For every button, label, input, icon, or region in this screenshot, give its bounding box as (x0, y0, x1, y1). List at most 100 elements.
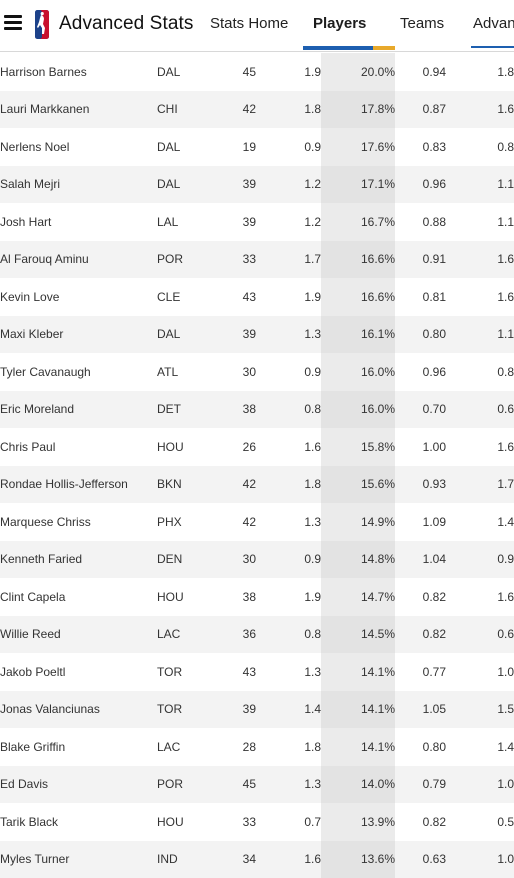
stat-cell: 39 (220, 203, 256, 241)
player-name-link[interactable]: Myles Turner (0, 841, 157, 878)
sorted-stat-cell: 20.0% (321, 53, 395, 91)
nba-logo-icon[interactable] (35, 10, 49, 39)
player-name-link[interactable]: Rondae Hollis-Jefferson (0, 466, 157, 504)
stat-cell: 42 (220, 503, 256, 541)
team-abbr-link[interactable]: IND (157, 841, 220, 878)
stat-cell: 39 (220, 166, 256, 204)
stat-cell: 1.8 (256, 91, 321, 129)
stat-cell: 0.8 (256, 616, 321, 654)
stat-cell: 0.82 (395, 578, 446, 616)
team-abbr-link[interactable]: DET (157, 391, 220, 429)
stat-cell: 0.9 (256, 128, 321, 166)
stat-cell: 1.2 (256, 203, 321, 241)
tab-stats-home[interactable]: Stats Home (210, 15, 288, 32)
stat-cell: 1.04 (395, 541, 446, 579)
player-name-link[interactable]: Tyler Cavanaugh (0, 353, 157, 391)
stat-cell: 0.6 (446, 391, 514, 429)
team-abbr-link[interactable]: TOR (157, 691, 220, 729)
team-abbr-link[interactable]: POR (157, 241, 220, 279)
player-name-link[interactable]: Tarik Black (0, 803, 157, 841)
stat-cell: 1.1 (446, 166, 514, 204)
player-name-link[interactable]: Jonas Valanciunas (0, 691, 157, 729)
team-abbr-link[interactable]: HOU (157, 578, 220, 616)
team-abbr-link[interactable]: TOR (157, 653, 220, 691)
stat-cell: 0.96 (395, 353, 446, 391)
player-name-link[interactable]: Blake Griffin (0, 728, 157, 766)
player-name-link[interactable]: Kenneth Faried (0, 541, 157, 579)
stat-cell: 1.8 (256, 466, 321, 504)
stat-cell: 1.0 (446, 766, 514, 804)
stat-cell: 1.6 (256, 428, 321, 466)
tab-players[interactable]: Players (313, 15, 366, 32)
player-name-link[interactable]: Harrison Barnes (0, 53, 157, 91)
team-abbr-link[interactable]: CHI (157, 91, 220, 129)
sorted-stat-cell: 13.9% (321, 803, 395, 841)
player-name-link[interactable]: Maxi Kleber (0, 316, 157, 354)
player-name-link[interactable]: Ed Davis (0, 766, 157, 804)
tab-teams[interactable]: Teams (400, 15, 444, 32)
stat-cell: 34 (220, 841, 256, 878)
team-abbr-link[interactable]: POR (157, 766, 220, 804)
sorted-stat-cell: 17.8% (321, 91, 395, 129)
sorted-stat-cell: 14.1% (321, 728, 395, 766)
team-abbr-link[interactable]: LAL (157, 203, 220, 241)
stat-cell: 0.9 (446, 541, 514, 579)
team-abbr-link[interactable]: DEN (157, 541, 220, 579)
team-abbr-link[interactable]: CLE (157, 278, 220, 316)
stat-cell: 1.4 (446, 728, 514, 766)
player-name-link[interactable]: Marquese Chriss (0, 503, 157, 541)
team-abbr-link[interactable]: DAL (157, 53, 220, 91)
team-abbr-link[interactable]: HOU (157, 428, 220, 466)
player-name-link[interactable]: Josh Hart (0, 203, 157, 241)
tab-advanced[interactable]: Advan (473, 15, 514, 32)
player-name-link[interactable]: Eric Moreland (0, 391, 157, 429)
stat-cell: 38 (220, 578, 256, 616)
team-abbr-link[interactable]: DAL (157, 128, 220, 166)
player-name-link[interactable]: Nerlens Noel (0, 128, 157, 166)
menu-icon[interactable] (4, 15, 22, 31)
stat-cell: 0.82 (395, 616, 446, 654)
team-abbr-link[interactable]: LAC (157, 728, 220, 766)
player-name-link[interactable]: Chris Paul (0, 428, 157, 466)
stat-cell: 1.4 (256, 691, 321, 729)
team-abbr-link[interactable]: BKN (157, 466, 220, 504)
player-name-link[interactable]: Clint Capela (0, 578, 157, 616)
team-abbr-link[interactable]: PHX (157, 503, 220, 541)
stat-cell: 1.9 (256, 53, 321, 91)
stat-cell: 1.09 (395, 503, 446, 541)
sorted-stat-cell: 14.8% (321, 541, 395, 579)
stat-cell: 28 (220, 728, 256, 766)
stat-cell: 45 (220, 53, 256, 91)
stat-cell: 1.1 (446, 203, 514, 241)
player-name-link[interactable]: Kevin Love (0, 278, 157, 316)
player-name-link[interactable]: Salah Mejri (0, 166, 157, 204)
player-name-link[interactable]: Jakob Poeltl (0, 653, 157, 691)
player-name-link[interactable]: Al Farouq Aminu (0, 241, 157, 279)
team-abbr-link[interactable]: LAC (157, 616, 220, 654)
stat-cell: 33 (220, 241, 256, 279)
team-abbr-link[interactable]: DAL (157, 166, 220, 204)
stat-cell: 0.88 (395, 203, 446, 241)
player-name-link[interactable]: Lauri Markkanen (0, 91, 157, 129)
stat-cell: 1.6 (446, 578, 514, 616)
stat-cell: 1.1 (446, 316, 514, 354)
team-abbr-link[interactable]: HOU (157, 803, 220, 841)
stat-cell: 1.4 (446, 503, 514, 541)
stat-cell: 1.0 (446, 653, 514, 691)
team-abbr-link[interactable]: DAL (157, 316, 220, 354)
player-name-link[interactable]: Willie Reed (0, 616, 157, 654)
stat-cell: 1.7 (256, 241, 321, 279)
sorted-stat-cell: 14.1% (321, 691, 395, 729)
team-abbr-link[interactable]: ATL (157, 353, 220, 391)
sorted-stat-cell: 14.1% (321, 653, 395, 691)
